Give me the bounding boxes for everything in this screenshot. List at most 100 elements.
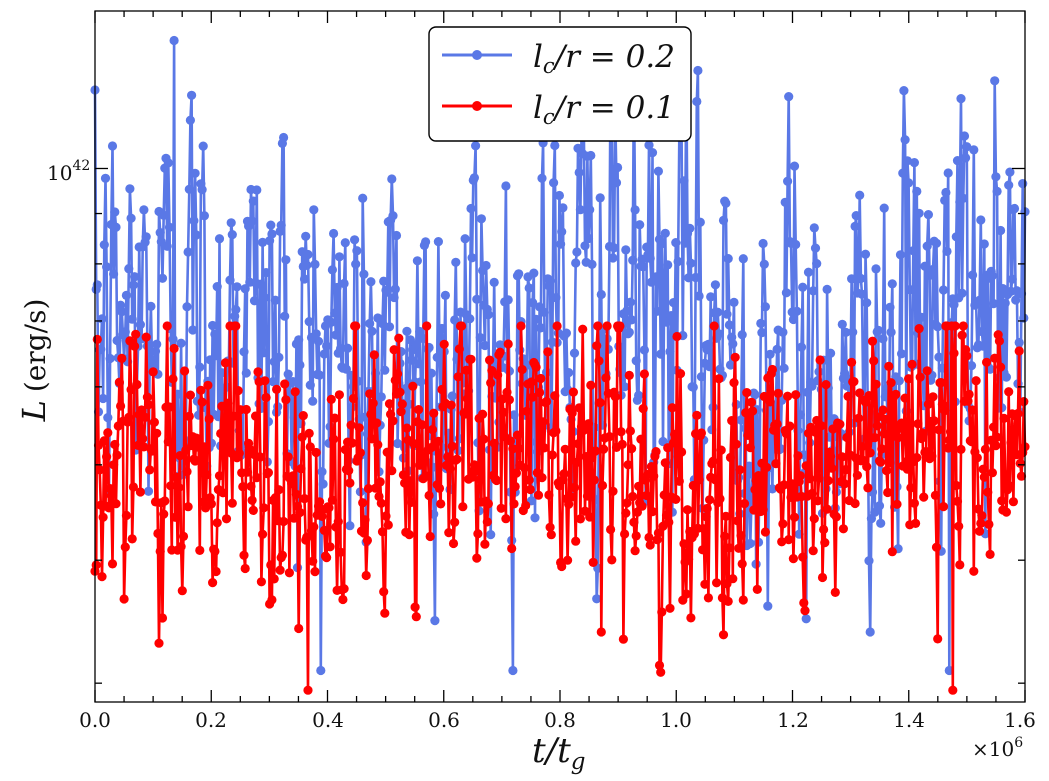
data-point xyxy=(242,467,253,477)
data-point xyxy=(821,380,831,390)
data-point xyxy=(168,334,178,344)
data-point xyxy=(417,420,427,430)
data-point xyxy=(586,380,596,390)
data-point xyxy=(505,436,516,446)
data-point xyxy=(510,481,520,492)
data-point xyxy=(281,255,291,265)
data-point xyxy=(326,394,336,404)
data-point xyxy=(274,485,284,495)
data-point xyxy=(809,514,819,524)
data-point xyxy=(968,270,978,280)
data-point xyxy=(150,346,161,356)
data-point xyxy=(308,396,318,406)
data-point xyxy=(448,538,459,549)
data-point xyxy=(373,440,383,450)
data-point xyxy=(509,410,519,420)
data-point xyxy=(421,237,431,247)
data-point xyxy=(145,465,155,475)
data-point xyxy=(809,223,819,233)
data-point xyxy=(195,545,205,556)
data-point xyxy=(324,503,334,513)
data-point xyxy=(106,491,116,501)
data-point xyxy=(393,438,403,449)
data-point xyxy=(962,351,972,361)
data-point xyxy=(712,578,722,588)
data-point xyxy=(898,168,908,178)
data-point xyxy=(877,444,887,454)
data-point xyxy=(743,430,753,440)
data-point xyxy=(107,559,118,569)
data-point xyxy=(478,409,488,419)
data-point xyxy=(525,484,535,495)
data-point xyxy=(168,374,178,384)
data-point xyxy=(737,330,747,340)
data-point xyxy=(579,425,589,435)
data-point xyxy=(789,512,800,522)
data-point xyxy=(779,480,789,490)
x-multiplier: ×106 xyxy=(972,735,1023,761)
data-point xyxy=(241,404,251,415)
data-point xyxy=(416,377,426,387)
data-point xyxy=(736,530,746,541)
data-point xyxy=(496,503,506,513)
data-point xyxy=(871,264,881,274)
data-point xyxy=(366,409,376,419)
data-point xyxy=(473,529,483,539)
x-tick-label: 0.6 xyxy=(428,708,460,732)
data-point xyxy=(798,552,808,562)
data-point xyxy=(651,272,661,282)
data-point xyxy=(187,90,197,100)
data-point xyxy=(425,531,435,542)
data-point xyxy=(466,354,476,364)
data-point xyxy=(664,517,674,527)
data-point xyxy=(305,442,315,452)
data-point xyxy=(322,341,332,351)
data-point xyxy=(1005,481,1015,491)
legend-entry-2: lc/r = 0.1 xyxy=(442,90,675,129)
data-point xyxy=(163,158,173,168)
data-point xyxy=(492,475,502,486)
data-point xyxy=(542,396,552,407)
data-point xyxy=(112,335,122,346)
data-point xyxy=(624,327,634,337)
data-point xyxy=(803,267,814,277)
data-point xyxy=(656,667,666,677)
data-point xyxy=(841,327,851,337)
data-point xyxy=(169,35,179,46)
data-point xyxy=(817,572,828,583)
data-point xyxy=(593,321,603,331)
legend: lc/r = 0.2 lc/r = 0.1 xyxy=(428,26,692,142)
data-point xyxy=(997,496,1007,506)
data-point xyxy=(805,474,815,484)
data-point xyxy=(529,268,539,278)
data-point xyxy=(597,480,608,491)
data-point xyxy=(345,521,355,531)
data-point xyxy=(956,94,966,104)
data-point xyxy=(268,377,278,387)
data-point xyxy=(810,427,821,437)
data-point xyxy=(528,392,538,402)
data-point xyxy=(760,302,771,312)
data-point xyxy=(792,306,802,316)
data-point xyxy=(789,161,800,171)
data-point xyxy=(814,473,824,483)
data-point xyxy=(221,514,232,524)
data-point xyxy=(142,392,152,402)
data-point xyxy=(1004,180,1014,190)
data-point xyxy=(241,368,251,378)
data-point xyxy=(991,172,1001,182)
data-point xyxy=(409,439,419,449)
data-point xyxy=(835,419,845,429)
data-point xyxy=(112,450,122,460)
data-point xyxy=(653,166,664,176)
data-point xyxy=(779,363,789,373)
data-point xyxy=(728,339,738,349)
data-point xyxy=(686,613,696,623)
data-point xyxy=(696,428,707,438)
data-point xyxy=(773,388,783,398)
data-point xyxy=(389,292,399,303)
data-point xyxy=(892,499,902,509)
data-point xyxy=(531,314,541,324)
data-point xyxy=(724,543,735,553)
data-point xyxy=(991,441,1001,451)
